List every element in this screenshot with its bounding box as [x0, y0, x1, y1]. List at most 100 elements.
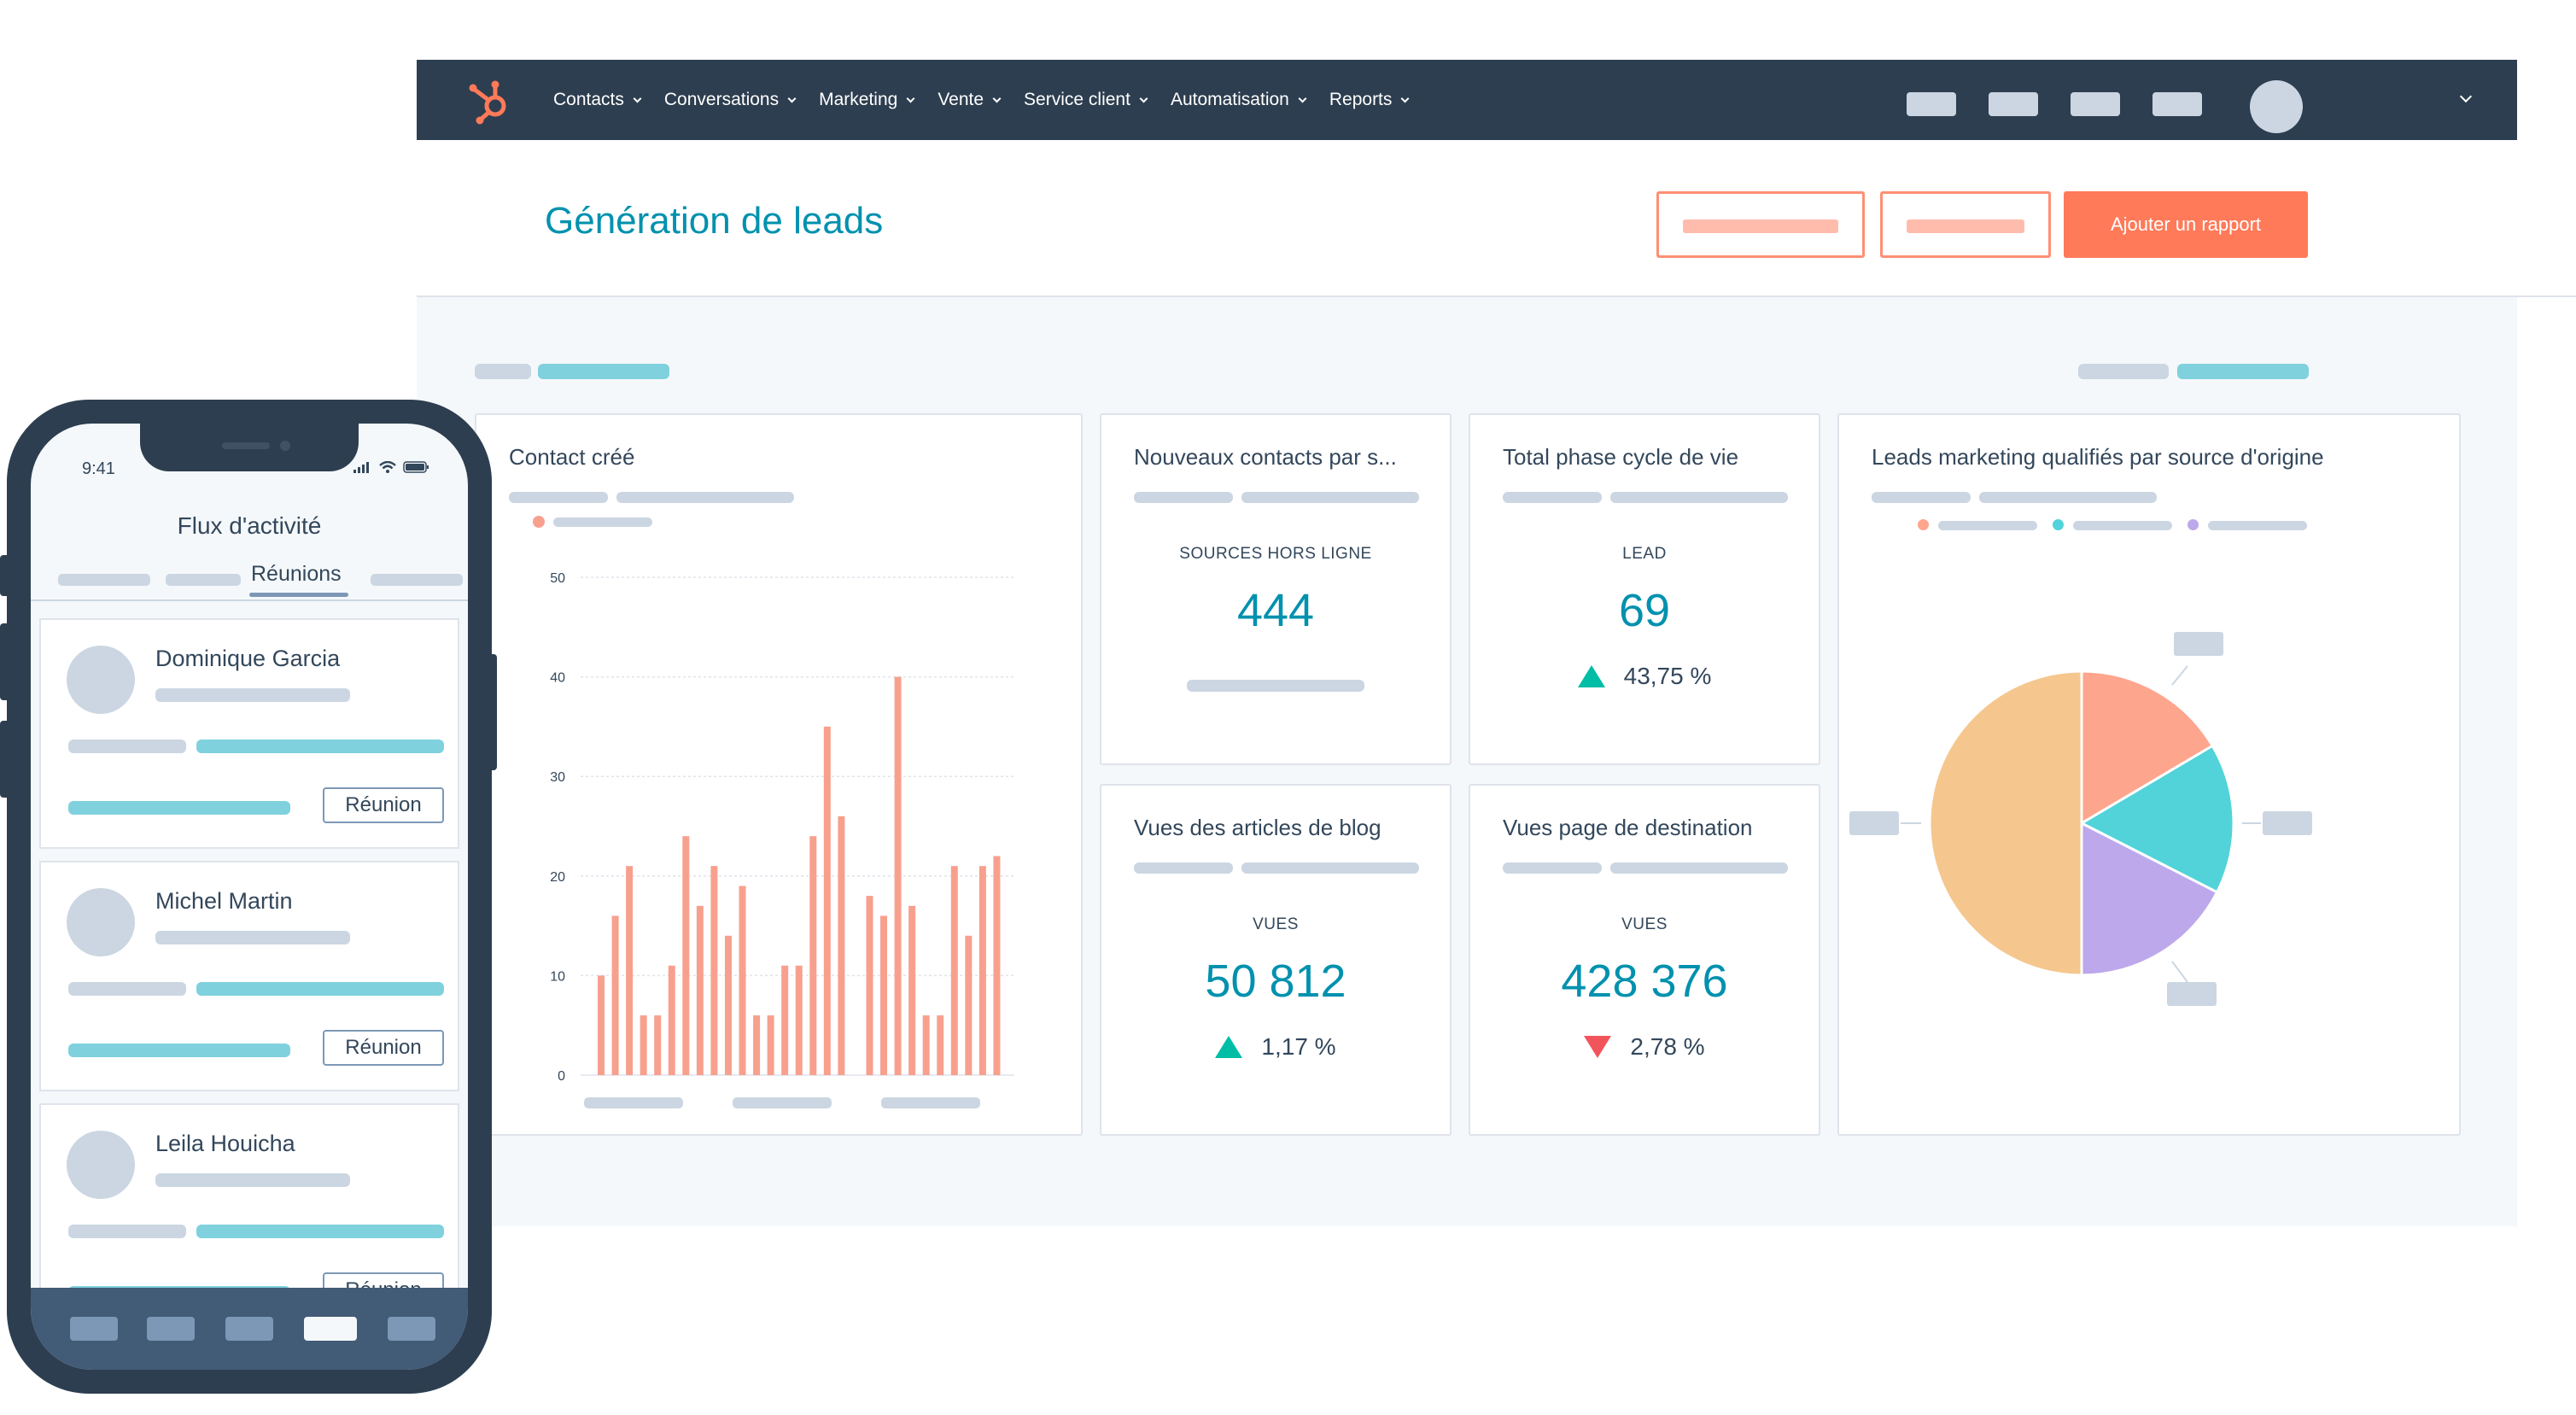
nav-conversations-label: Conversations: [663, 90, 780, 109]
bar[interactable]: [739, 886, 746, 1075]
bar[interactable]: [823, 726, 831, 1075]
bar[interactable]: [809, 836, 817, 1075]
trend-up-icon: [1577, 665, 1605, 687]
nav-reports-label: Reports: [1329, 90, 1393, 109]
bar-chart: 0 10 20 30 40 50: [550, 571, 1014, 1108]
filter-placeholder[interactable]: [475, 364, 531, 379]
nav-conversations[interactable]: Conversations: [663, 90, 797, 110]
meeting-button[interactable]: Réunion: [323, 787, 444, 823]
bar[interactable]: [724, 935, 732, 1075]
nav-reports[interactable]: Reports: [1329, 90, 1410, 110]
bar[interactable]: [781, 965, 789, 1075]
filter-placeholder-active[interactable]: [2177, 364, 2309, 379]
chevron-down-icon: [992, 94, 1002, 102]
subtitle-placeholder: [509, 492, 608, 503]
detail-placeholder: [196, 982, 444, 996]
card-title: Nouveaux contacts par s...: [1134, 444, 1397, 470]
tab-placeholder[interactable]: [371, 574, 463, 586]
app-title: Flux d'activité: [177, 512, 322, 539]
card-new-contacts: Nouveaux contacts par s... SOURCES HORS …: [1100, 413, 1452, 765]
pie-slice[interactable]: [2080, 669, 2215, 826]
pie-slice[interactable]: [2080, 821, 2219, 977]
bar[interactable]: [710, 866, 718, 1075]
chevron-down-icon: [906, 94, 915, 102]
tab-bar-item[interactable]: [147, 1317, 195, 1341]
x-axis-label-placeholder: [733, 1097, 832, 1108]
speaker-icon: [222, 442, 270, 449]
kpi-change-value: 43,75 %: [1623, 663, 1712, 689]
bar[interactable]: [598, 975, 605, 1075]
add-report-button[interactable]: Ajouter un rapport: [2064, 191, 2308, 258]
bar[interactable]: [965, 935, 973, 1075]
subtitle-placeholder: [1241, 862, 1419, 874]
tab-bar-item[interactable]: [225, 1317, 273, 1341]
bar[interactable]: [626, 866, 634, 1075]
bar[interactable]: [937, 1015, 944, 1075]
subtitle-placeholder: [1503, 492, 1602, 503]
bar[interactable]: [838, 816, 845, 1075]
bar[interactable]: [654, 1015, 662, 1075]
subtitle-placeholder: [1134, 492, 1233, 503]
card-landing-views: Vues page de destination VUES 428 376 2,…: [1469, 784, 1820, 1136]
nav-automatisation[interactable]: Automatisation: [1171, 90, 1307, 110]
nav-contacts-label: Contacts: [553, 90, 624, 109]
nav-utility-button[interactable]: [2071, 92, 2120, 116]
account-chevron-down-icon[interactable]: [2459, 90, 2473, 103]
bar[interactable]: [696, 905, 704, 1075]
nav-service-client[interactable]: Service client: [1024, 90, 1148, 110]
nav-vente[interactable]: Vente: [938, 90, 1002, 110]
bar[interactable]: [993, 856, 1001, 1075]
bar[interactable]: [753, 1015, 761, 1075]
nav-marketing[interactable]: Marketing: [819, 90, 915, 110]
nav-utility-button[interactable]: [1907, 92, 1956, 116]
bar[interactable]: [866, 896, 873, 1075]
meeting-card[interactable]: Dominique Garcia Réunion: [39, 618, 459, 849]
phone-notch: [140, 424, 359, 471]
nav-contacts[interactable]: Contacts: [553, 90, 642, 110]
user-avatar[interactable]: [2250, 80, 2303, 133]
kpi-change-value: 1,17 %: [1261, 1033, 1336, 1060]
bar[interactable]: [640, 1015, 647, 1075]
tab-placeholder[interactable]: [166, 574, 241, 586]
bar[interactable]: [668, 965, 675, 1075]
pie-chart: [1849, 632, 2312, 1006]
tab-bar-item[interactable]: [70, 1317, 118, 1341]
pie-label-placeholder: [2263, 811, 2312, 835]
meeting-card[interactable]: Michel Martin Réunion: [39, 861, 459, 1091]
status-time: 9:41: [82, 459, 115, 478]
chevron-down-icon: [1298, 94, 1307, 102]
filter-placeholder[interactable]: [2078, 364, 2169, 379]
detail-placeholder: [196, 1225, 444, 1238]
pie-slice[interactable]: [2078, 744, 2235, 894]
pie-slice[interactable]: [1928, 669, 2083, 977]
tab-bar-item[interactable]: [388, 1317, 435, 1341]
tab-meetings[interactable]: Réunions: [251, 562, 342, 586]
bar[interactable]: [978, 866, 986, 1075]
bar[interactable]: [795, 965, 803, 1075]
tab-bar-item-active[interactable]: [304, 1317, 357, 1341]
hubspot-logo-icon[interactable]: [464, 75, 516, 126]
x-axis-label-placeholder: [881, 1097, 980, 1108]
bar[interactable]: [682, 836, 690, 1075]
bar[interactable]: [880, 915, 888, 1075]
subtitle-placeholder: [1610, 492, 1788, 503]
meeting-button[interactable]: Réunion: [323, 1030, 444, 1066]
filter-placeholder-active[interactable]: [538, 364, 669, 379]
tab-placeholder[interactable]: [58, 574, 150, 586]
detail-placeholder: [68, 1225, 186, 1238]
phone-power-button: [488, 654, 497, 770]
bar[interactable]: [611, 915, 619, 1075]
chevron-down-icon: [1139, 94, 1148, 102]
header-action-button-2[interactable]: [1880, 191, 2051, 258]
button-placeholder: [1683, 219, 1838, 233]
nav-vente-label: Vente: [938, 90, 984, 109]
nav-utility-button[interactable]: [1989, 92, 2038, 116]
header-action-button-1[interactable]: [1656, 191, 1865, 258]
bar[interactable]: [908, 905, 916, 1075]
bar[interactable]: [894, 676, 902, 1075]
legend-dot: [533, 516, 545, 528]
bar[interactable]: [950, 866, 958, 1075]
bar[interactable]: [922, 1015, 930, 1075]
nav-utility-button[interactable]: [2153, 92, 2202, 116]
bar[interactable]: [767, 1015, 774, 1075]
